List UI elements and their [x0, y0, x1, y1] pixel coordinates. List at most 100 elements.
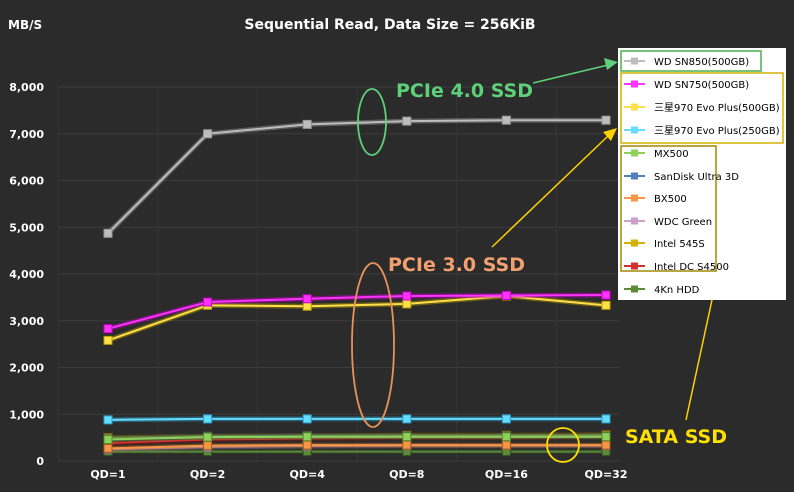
- data-point: [601, 115, 611, 125]
- pcie3-arrowhead: [603, 128, 617, 141]
- x-tick-label: QD=8: [389, 468, 424, 481]
- pcie3-ellipse: [351, 262, 395, 428]
- sata-label: SATA SSD: [625, 426, 727, 448]
- series-line: [107, 294, 607, 330]
- legend-item: SanDisk Ultra 3D: [624, 172, 739, 183]
- data-point: [203, 129, 213, 139]
- legend-swatch-marker: [631, 57, 638, 65]
- data-point: [501, 115, 511, 125]
- data-point: [203, 441, 213, 451]
- data-point: [302, 119, 312, 129]
- data-point: [402, 116, 412, 126]
- data-point: [203, 432, 213, 442]
- data-point: [302, 414, 312, 424]
- y-tick-label: 0: [36, 455, 44, 468]
- data-point: [402, 299, 412, 309]
- data-point: [501, 414, 511, 424]
- legend-item: Intel 545S: [624, 239, 705, 250]
- legend-label: WD SN750(500GB): [654, 80, 749, 91]
- series--970-evo-plus-250gb-: [103, 414, 611, 425]
- sata-arrow: [685, 285, 716, 421]
- series-wd-sn750-500gb-: [103, 290, 611, 334]
- x-tick-label: QD=4: [290, 468, 326, 481]
- legend-swatch-marker: [631, 80, 638, 88]
- data-point: [601, 414, 611, 424]
- legend: WD SN850(500GB) WD SN750(500GB) 三星970 Evo …: [618, 48, 786, 300]
- legend-group-pcie4: [620, 50, 762, 72]
- legend-group-sata: [620, 145, 717, 272]
- series-bx500: [103, 440, 611, 453]
- series-mx500: [103, 432, 611, 444]
- data-point: [203, 414, 213, 424]
- pcie4-arrow: [532, 64, 609, 84]
- data-point: [601, 432, 611, 442]
- data-point: [501, 440, 511, 450]
- legend-swatch-marker: [631, 126, 638, 134]
- legend-item: MX500: [624, 149, 689, 160]
- y-tick-label: 4,000: [9, 268, 44, 281]
- data-point: [501, 291, 511, 301]
- series-line: [107, 294, 607, 342]
- legend-item: WD SN850(500GB): [624, 57, 749, 68]
- x-tick-label: QD=32: [584, 468, 627, 481]
- pcie4-ellipse: [357, 88, 387, 156]
- y-tick-label: 5,000: [9, 221, 44, 234]
- legend-label: WD SN850(500GB): [654, 57, 749, 68]
- data-point: [501, 432, 511, 442]
- legend-swatch-marker: [631, 149, 638, 157]
- legend-swatch-marker: [631, 239, 638, 247]
- data-point: [103, 434, 113, 444]
- legend-swatch-marker: [631, 103, 638, 111]
- sata-ellipse: [546, 427, 580, 463]
- y-axis-label: MB/S: [8, 18, 42, 32]
- data-point: [103, 415, 113, 425]
- y-tick-label: 8,000: [9, 81, 44, 94]
- x-tick-label: QD=1: [90, 468, 125, 481]
- legend-swatch-marker: [631, 285, 638, 293]
- data-point: [203, 297, 213, 307]
- series-line: [107, 119, 606, 235]
- series-line: [107, 435, 606, 441]
- pcie3-label: PCIe 3.0 SSD: [388, 254, 525, 276]
- grid: [57, 86, 620, 462]
- legend-item: WDC Green: [624, 217, 712, 228]
- legend-label: SanDisk Ultra 3D: [654, 172, 739, 183]
- legend-swatch-marker: [631, 217, 638, 225]
- data-point: [302, 440, 312, 450]
- legend-label: 三星970 Evo Plus(250GB): [654, 125, 780, 137]
- legend-label: BX500: [654, 194, 687, 205]
- legend-item: WD SN750(500GB): [624, 80, 749, 91]
- y-tick-label: 7,000: [9, 128, 44, 141]
- legend-label: WDC Green: [654, 217, 712, 228]
- data-point: [302, 432, 312, 442]
- data-point: [103, 335, 113, 345]
- pcie4-label: PCIe 4.0 SSD: [396, 80, 533, 102]
- legend-item: 4Kn HDD: [624, 285, 700, 296]
- legend-label: MX500: [654, 149, 689, 160]
- chart-title: Sequential Read, Data Size = 256KiB: [244, 17, 535, 33]
- series-line: [107, 417, 606, 421]
- y-ticks: 0 1,000 2,000 3,000 4,000 5,000 6,000 7,000 8,00…: [9, 81, 44, 468]
- x-tick-label: QD=16: [485, 468, 528, 481]
- data-point: [302, 294, 312, 304]
- series-wd-sn850-500gb-: [103, 115, 611, 238]
- y-tick-label: 1,000: [9, 408, 44, 421]
- data-point: [103, 324, 113, 334]
- annotations: PCIe 4.0 SSD PCIe 3.0 SSD SATA SSD: [351, 58, 727, 463]
- legend-label: 三星970 Evo Plus(500GB): [654, 102, 780, 114]
- x-tick-label: QD=2: [190, 468, 225, 481]
- data-point: [601, 300, 611, 310]
- legend-swatch-marker: [631, 262, 638, 270]
- legend-label: Intel DC S4500: [654, 262, 729, 273]
- pcie3-arrow: [491, 135, 609, 248]
- legend-item: BX500: [624, 194, 687, 205]
- data-point: [103, 443, 113, 453]
- legend-label: Intel 545S: [654, 239, 705, 250]
- series-line: [107, 444, 606, 450]
- pcie4-arrowhead: [604, 58, 618, 70]
- data-point: [103, 228, 113, 238]
- data-point: [402, 291, 412, 301]
- x-ticks: QD=1 QD=2 QD=4 QD=8 QD=16 QD=32: [90, 468, 627, 481]
- y-tick-label: 3,000: [9, 315, 44, 328]
